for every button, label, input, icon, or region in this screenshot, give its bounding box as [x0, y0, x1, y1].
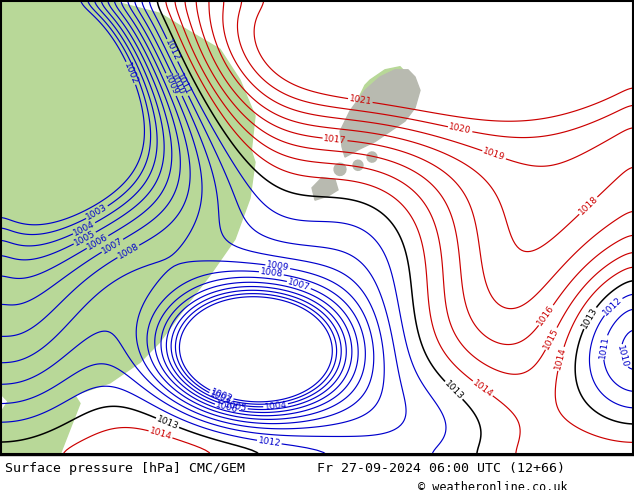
Text: 1006: 1006 — [86, 232, 110, 252]
Text: 1004: 1004 — [264, 400, 288, 412]
Text: 1017: 1017 — [323, 134, 347, 145]
Text: 1019: 1019 — [482, 147, 507, 163]
Text: 1008: 1008 — [259, 267, 283, 279]
Text: 1021: 1021 — [348, 94, 372, 107]
Text: 1009: 1009 — [162, 72, 180, 97]
Text: 1014: 1014 — [553, 346, 568, 371]
Text: 1018: 1018 — [577, 195, 600, 217]
Text: 1015: 1015 — [542, 326, 560, 351]
Text: 1011: 1011 — [174, 72, 192, 97]
Polygon shape — [360, 67, 415, 118]
Text: 1016: 1016 — [536, 303, 557, 327]
Text: 1007: 1007 — [100, 236, 124, 255]
Text: 1010: 1010 — [614, 344, 629, 368]
Text: 1002: 1002 — [122, 61, 139, 85]
Text: 1003: 1003 — [85, 203, 109, 222]
Polygon shape — [0, 0, 255, 414]
Text: 1014: 1014 — [471, 378, 495, 399]
Text: 1011: 1011 — [598, 335, 611, 359]
Polygon shape — [175, 29, 255, 239]
Text: 1006: 1006 — [215, 401, 239, 415]
Polygon shape — [328, 182, 336, 190]
Text: 1002: 1002 — [209, 387, 234, 404]
Text: 1005: 1005 — [72, 229, 97, 247]
Text: 1020: 1020 — [448, 122, 472, 136]
Polygon shape — [312, 177, 338, 200]
Text: 1013: 1013 — [443, 379, 465, 402]
Polygon shape — [353, 160, 363, 171]
Text: 1003: 1003 — [209, 390, 233, 406]
Text: Fr 27-09-2024 06:00 UTC (12+66): Fr 27-09-2024 06:00 UTC (12+66) — [317, 463, 565, 475]
Text: 1010: 1010 — [168, 72, 186, 97]
Text: © weatheronline.co.uk: © weatheronline.co.uk — [418, 481, 568, 490]
Text: 1012: 1012 — [163, 38, 181, 63]
Text: 1004: 1004 — [72, 220, 96, 238]
Polygon shape — [340, 70, 420, 157]
Text: 1012: 1012 — [601, 295, 624, 318]
Text: 1005: 1005 — [223, 400, 247, 414]
Text: Surface pressure [hPa] CMC/GEM: Surface pressure [hPa] CMC/GEM — [5, 463, 245, 475]
Polygon shape — [0, 372, 80, 455]
Text: 1008: 1008 — [116, 242, 141, 261]
Text: 1007: 1007 — [287, 277, 311, 292]
Text: 1009: 1009 — [266, 260, 290, 273]
Polygon shape — [367, 152, 377, 162]
Text: 1013: 1013 — [155, 415, 180, 431]
Text: 1013: 1013 — [579, 306, 599, 330]
Text: 1014: 1014 — [148, 427, 173, 442]
Text: 1012: 1012 — [257, 436, 281, 448]
Polygon shape — [0, 352, 55, 398]
Polygon shape — [334, 163, 346, 175]
